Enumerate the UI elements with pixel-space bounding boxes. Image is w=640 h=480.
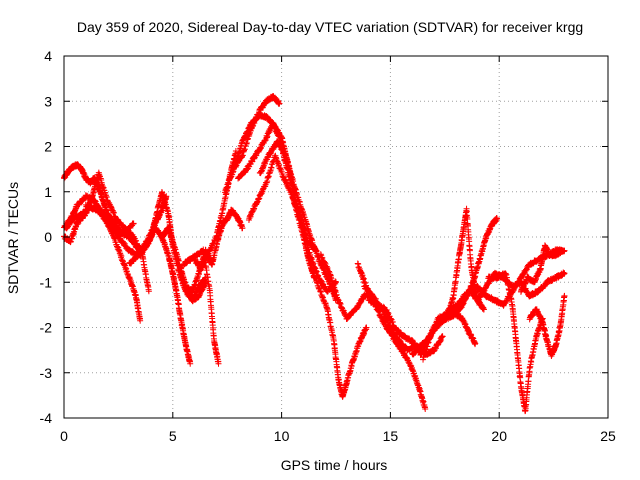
data-point	[130, 220, 137, 227]
data-point	[202, 279, 209, 286]
chart-title: Day 359 of 2020, Sidereal Day-to-day VTE…	[77, 19, 583, 35]
series-arc-11	[191, 148, 239, 273]
data-point	[137, 317, 144, 324]
data-layer	[61, 92, 568, 415]
data-point	[215, 360, 222, 367]
series-arc-2	[61, 192, 144, 324]
data-point	[276, 100, 283, 107]
series-arc-8	[158, 224, 209, 305]
data-point	[187, 360, 194, 367]
data-point	[239, 224, 246, 231]
data-point	[145, 288, 152, 295]
